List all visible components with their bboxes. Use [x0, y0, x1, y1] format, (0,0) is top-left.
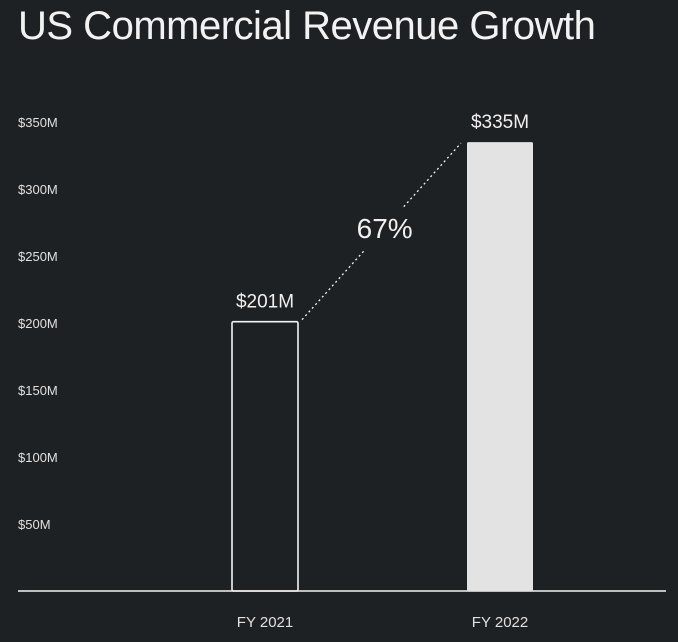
bars: $201M $335M — [231, 112, 533, 592]
growth-connector-line — [403, 142, 462, 208]
x-tick-label: FY 2021 — [237, 614, 293, 631]
bar-fy-2021 — [231, 320, 299, 592]
bar-fy-2022 — [467, 142, 533, 591]
chart-title: US Commercial Revenue Growth — [18, 4, 596, 48]
y-tick-label: $150M — [18, 383, 58, 398]
y-tick-label: $200M — [18, 316, 58, 331]
y-tick-label: $300M — [18, 182, 58, 197]
y-axis-ticks: $50M $100M $150M $200M $250M $300M $350M — [18, 115, 58, 532]
y-tick-label: $100M — [18, 450, 58, 465]
bar-value-label: $201M — [236, 292, 294, 313]
x-axis-labels: FY 2021 FY 2022 — [237, 614, 528, 631]
bar-value-label: $335M — [471, 112, 529, 133]
growth-connector: 67% — [301, 142, 462, 321]
y-tick-label: $350M — [18, 115, 58, 130]
y-tick-label: $50M — [18, 517, 51, 532]
growth-percent-label: 67% — [357, 213, 413, 244]
x-tick-label: FY 2022 — [472, 614, 528, 631]
growth-connector-line — [301, 248, 367, 321]
y-tick-label: $250M — [18, 249, 58, 264]
